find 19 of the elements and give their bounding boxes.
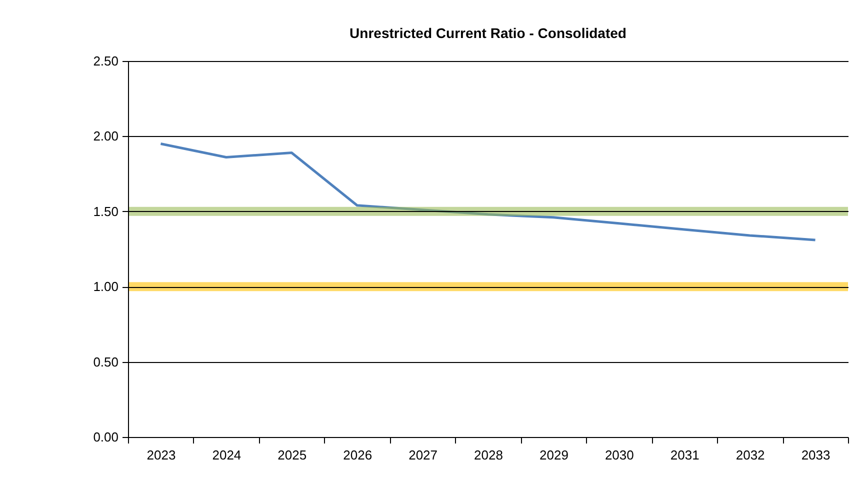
x-tick-label: 2032 xyxy=(736,448,765,462)
x-tick-label: 2029 xyxy=(539,448,568,462)
x-tick-label: 2028 xyxy=(474,448,503,462)
x-tick-label: 2031 xyxy=(670,448,700,462)
y-tick-label: 0.00 xyxy=(93,430,118,444)
x-tick-label: 2030 xyxy=(604,448,634,462)
y-tick-label: 1.50 xyxy=(93,204,118,219)
y-tick-label: 0.50 xyxy=(93,354,118,370)
x-tick-label: 2027 xyxy=(408,448,438,462)
x-tick-label: 2033 xyxy=(801,448,830,462)
chart-title: Unrestricted Current Ratio - Consolidated xyxy=(350,25,626,41)
x-tick-label: 2024 xyxy=(212,448,242,462)
line-series xyxy=(159,142,817,242)
y-tick-label: 2.00 xyxy=(93,128,118,144)
y-tick-label: 2.50 xyxy=(93,54,118,68)
x-tick-label: 2025 xyxy=(278,448,307,462)
x-tick-label: 2026 xyxy=(343,448,372,462)
y-tick-label: 1.00 xyxy=(93,279,118,294)
x-tick-label: 2023 xyxy=(146,448,176,462)
